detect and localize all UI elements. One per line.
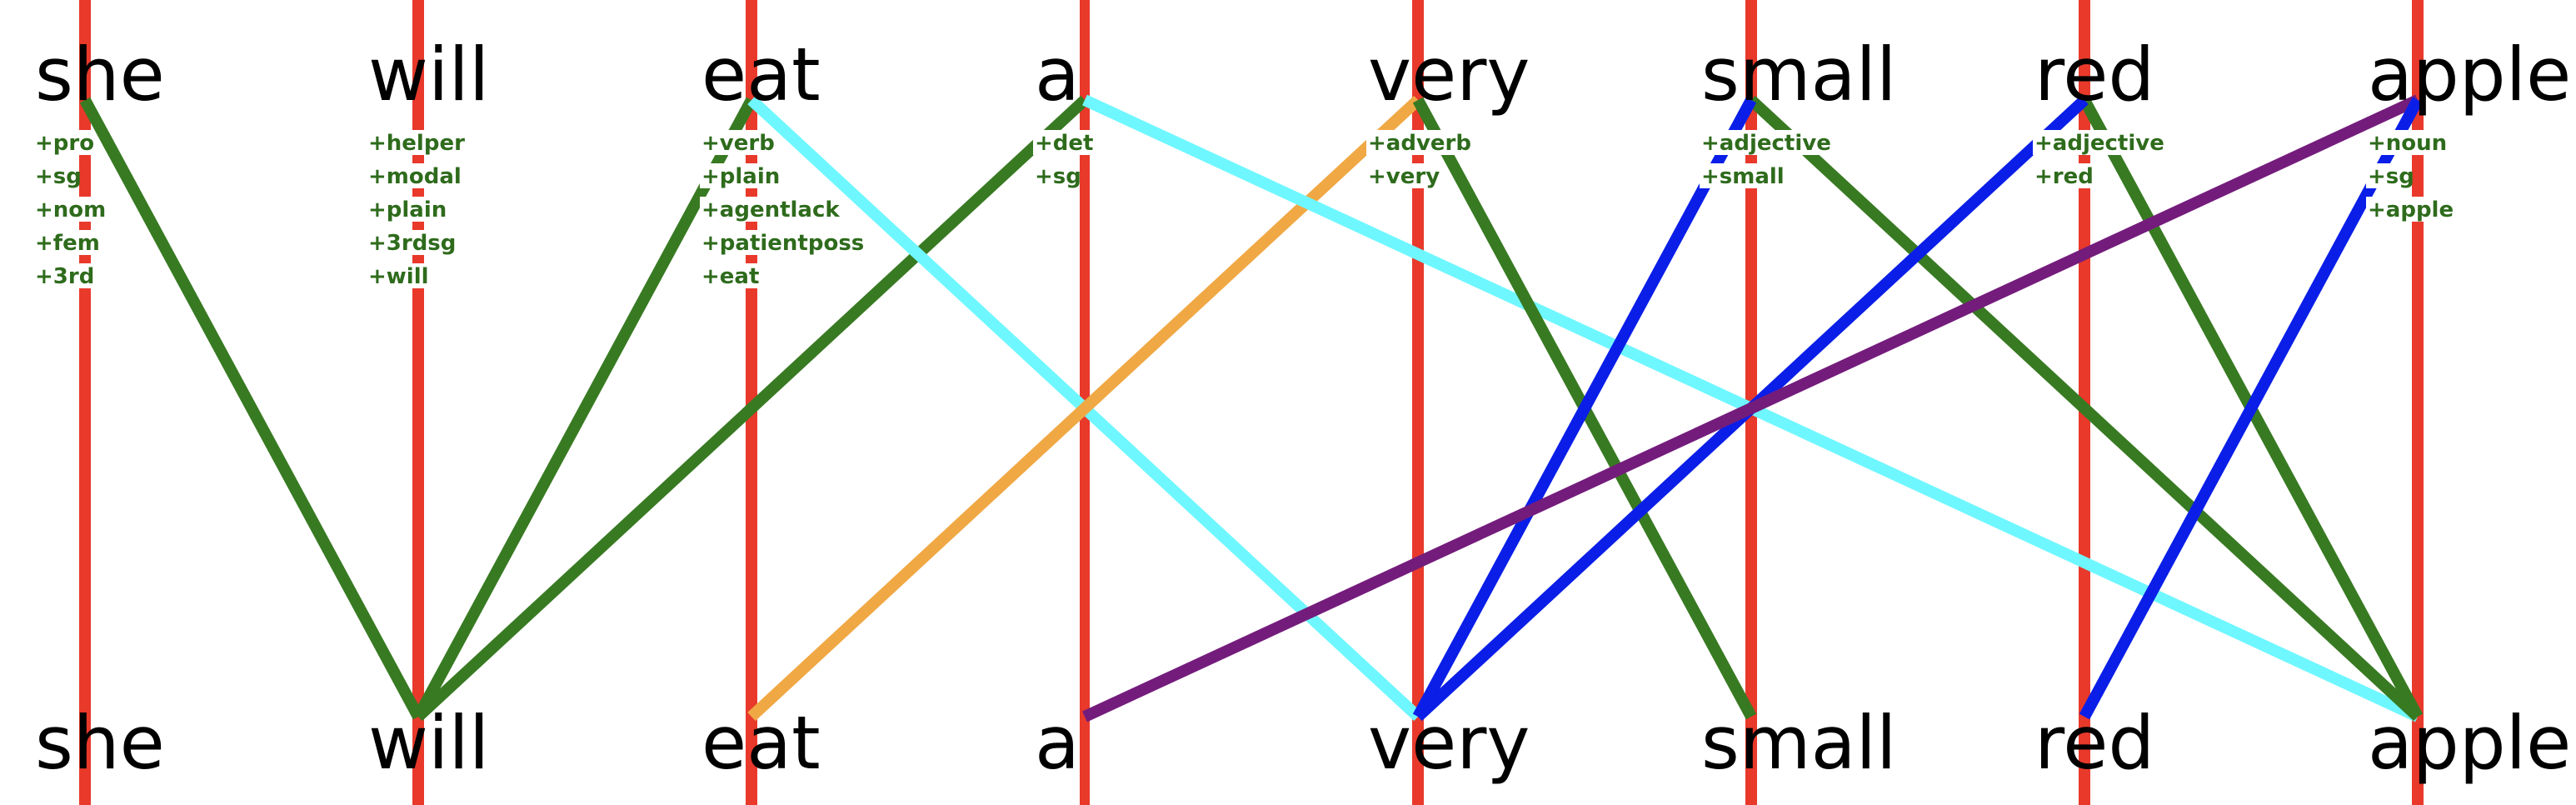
link-she-to-will — [79, 97, 424, 720]
link-layer — [79, 94, 2424, 722]
feature-backdrop — [33, 130, 92, 155]
feature-backdrop — [2033, 130, 2171, 155]
feature-backdrop — [2366, 130, 2438, 155]
feature-label: +noun — [2368, 131, 2447, 156]
text-layer: she will eat a very small red apple +pro +sg +nom +… — [33, 32, 2571, 786]
feature-label: +fem — [35, 231, 100, 256]
bottom-word-small: small — [1701, 700, 1896, 786]
feature-backdrop — [2366, 163, 2411, 188]
feature-label: +adjective — [1701, 131, 1831, 156]
feature-backdrop — [367, 130, 465, 155]
top-word-red: red — [2034, 32, 2154, 118]
link-eat-to-will — [412, 97, 757, 720]
top-word-she: she — [35, 32, 165, 118]
feature-label: +det — [1035, 131, 1093, 156]
feature-backdrop — [1700, 130, 1838, 155]
top-word-will: will — [368, 32, 489, 118]
top-word-apple: apple — [2368, 32, 2571, 118]
feature-label: +plain — [368, 198, 447, 222]
feature-backdrop — [33, 163, 78, 188]
bottom-word-eat: eat — [701, 700, 821, 786]
feature-backdrop — [700, 163, 785, 188]
feature-backdrop — [1700, 163, 1785, 188]
feature-label: +plain — [701, 164, 780, 189]
link-a-to-will — [414, 95, 1089, 722]
feature-backdrop — [2033, 163, 2091, 188]
link-small-to-apple — [1747, 95, 2422, 722]
feature-backdrop — [367, 163, 452, 188]
feature-backdrop — [367, 230, 452, 255]
feature-label: +modal — [368, 164, 462, 189]
bottom-word-a: a — [1035, 700, 1080, 786]
feature-label: +very — [1368, 164, 1440, 189]
feature-label: +patientposs — [701, 231, 864, 256]
bottom-word-red: red — [2034, 700, 2154, 786]
feature-backdrop — [1033, 130, 1091, 155]
column-line-apple — [2412, 0, 2424, 805]
column-line-she — [79, 0, 91, 805]
feature-backdrop — [33, 263, 92, 288]
link-apple-to-a — [1082, 94, 2420, 722]
feature-backdrop — [33, 230, 92, 255]
feature-label: +will — [368, 264, 429, 289]
column-line-will — [412, 0, 424, 805]
feature-label: +3rd — [35, 264, 94, 289]
feature-label: +verb — [701, 131, 775, 156]
feature-label: +pro — [35, 131, 94, 156]
column-line-very — [1412, 0, 1424, 805]
feature-label: +sg — [35, 164, 82, 189]
feature-label: +small — [1701, 164, 1785, 189]
feature-backdrop — [700, 130, 771, 155]
top-word-a: a — [1035, 32, 1080, 118]
feature-label: +sg — [1035, 164, 1081, 189]
feature-label: +eat — [701, 264, 759, 289]
feature-backdrop — [700, 263, 758, 288]
feature-backdrop — [33, 197, 92, 222]
top-word-eat: eat — [701, 32, 821, 118]
feature-label: +adjective — [2034, 131, 2164, 156]
feature-backdrop — [1366, 130, 1465, 155]
feature-label: +nom — [35, 198, 106, 222]
feature-backdrop — [700, 230, 865, 255]
feature-label: +adverb — [1368, 131, 1471, 156]
feature-label: +red — [2034, 164, 2094, 189]
feature-backdrop — [2366, 197, 2451, 222]
bottom-word-will: will — [368, 700, 489, 786]
feature-backdrop — [1033, 163, 1078, 188]
feature-backdrop — [367, 263, 438, 288]
feature-label: +sg — [2368, 164, 2414, 189]
bottom-word-she: she — [35, 700, 165, 786]
top-word-small: small — [1701, 32, 1896, 118]
feature-backdrop — [700, 197, 838, 222]
link-apple-to-red — [2079, 97, 2424, 720]
bottom-word-apple: apple — [2368, 700, 2571, 786]
feature-backdrop — [1366, 163, 1438, 188]
feature-label: +apple — [2368, 198, 2454, 222]
feature-label: +agentlack — [701, 198, 840, 222]
bottom-word-very: very — [1368, 700, 1530, 786]
link-small-to-very — [1412, 97, 1757, 720]
feature-label: +helper — [368, 131, 465, 156]
feature-label: +3rdsg — [368, 231, 456, 256]
top-word-very: very — [1368, 32, 1530, 118]
feature-backdrop — [367, 197, 452, 222]
